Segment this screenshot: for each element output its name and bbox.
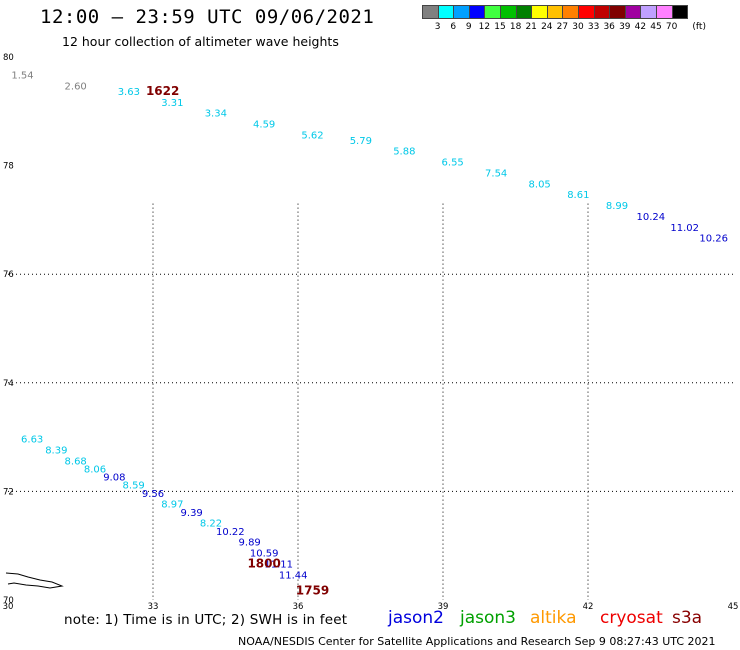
y-tick-label: 76: [3, 270, 14, 280]
legend-swatch: [546, 5, 564, 19]
wave-height-label: 8.22: [200, 519, 222, 530]
x-tick-label: 33: [148, 602, 159, 612]
satellite-label: cryosat: [600, 608, 663, 628]
legend-label: 36: [603, 22, 615, 32]
wave-height-label: 10.26: [699, 234, 728, 245]
satellite-label: s3a: [672, 608, 703, 628]
legend-swatch: [655, 5, 673, 19]
legend-label: 6: [450, 22, 457, 32]
legend-swatch: [624, 5, 642, 19]
legend-swatch: [640, 5, 657, 19]
legend-label: 15: [494, 22, 506, 32]
time-label: 1800: [247, 556, 280, 570]
legend-label: 18: [509, 22, 522, 32]
legend-label: 33: [587, 22, 600, 32]
legend-label: 3: [434, 22, 441, 32]
wave-height-label: 10.59: [250, 549, 279, 560]
page-subtitle: 12 hour collection of altimeter wave hei…: [62, 34, 339, 49]
wave-height-label: 8.68: [65, 456, 87, 467]
legend-swatch: [453, 5, 470, 19]
legend-label: 24: [541, 22, 553, 32]
time-label: 1759: [296, 584, 329, 598]
wave-height-label: 9.08: [103, 473, 125, 484]
legend-swatch: [437, 5, 455, 19]
legend-swatch: [468, 5, 486, 19]
legend-swatch: [422, 5, 439, 19]
legend-label: 9: [465, 22, 472, 32]
wave-height-label: 3.31: [161, 98, 183, 109]
note-text: note: 1) Time is in UTC; 2) SWH is in fe…: [64, 612, 348, 628]
wave-height-label: 8.97: [161, 500, 183, 511]
coastline: [5, 572, 64, 589]
legend-label: 27: [556, 22, 569, 32]
y-tick-label: 74: [3, 379, 14, 389]
wave-height-label: 7.54: [485, 168, 507, 179]
legend-label: 45: [650, 22, 662, 32]
color-legend-labels: 3 6 9 12 15 18 21 24 27 30 33 36 39 42 45 70 (ft): [422, 22, 740, 34]
legend-label: 42: [634, 22, 647, 32]
satellite-label: altika: [530, 608, 577, 628]
wave-height-label: 3.63: [118, 87, 140, 98]
legend-swatch: [562, 5, 579, 19]
wave-height-label: 8.99: [606, 201, 628, 212]
wave-height-label: 8.39: [45, 445, 67, 456]
legend-label: 70: [665, 22, 678, 32]
y-tick-label: 80: [3, 53, 14, 63]
wave-height-label: 9.56: [142, 489, 164, 500]
wave-height-label: 9.39: [181, 508, 203, 519]
legend-unit: (ft): [692, 22, 706, 32]
legend-swatch: [609, 5, 626, 19]
x-tick-label: 39: [438, 602, 449, 612]
wave-height-label: 5.88: [393, 147, 415, 158]
wave-height-label: 3.34: [205, 109, 227, 120]
wave-height-label: 4.59: [253, 120, 275, 131]
wave-height-label: 5.62: [301, 130, 323, 141]
legend-swatch: [499, 5, 517, 19]
wave-height-label: 9.89: [239, 538, 261, 549]
x-tick-label: 45: [728, 602, 739, 612]
wave-height-label: 8.06: [84, 464, 106, 475]
satellite-label: jason2: [388, 608, 444, 628]
legend-label: 30: [572, 22, 584, 32]
x-tick-label: 30: [3, 602, 14, 612]
x-tick-label: 36: [293, 602, 304, 612]
y-tick-label: 72: [3, 487, 14, 497]
wave-height-label: 11.44: [279, 570, 308, 581]
wave-height-label: 6.63: [21, 435, 43, 446]
wave-height-label: 8.05: [529, 179, 551, 190]
wave-height-label: 11.02: [670, 223, 699, 234]
satellite-label: jason3: [460, 608, 516, 628]
legend-swatch: [484, 5, 501, 19]
wave-height-label: 1.54: [11, 71, 33, 82]
wave-height-label: 8.61: [567, 190, 589, 201]
legend-swatch: [593, 5, 611, 19]
wave-height-label: 10.24: [637, 212, 666, 223]
wave-height-label: 2.60: [65, 82, 87, 93]
x-tick-label: 42: [583, 602, 594, 612]
footer-credit: NOAA/NESDIS Center for Satellite Applica…: [238, 635, 716, 648]
time-label: 1622: [146, 84, 179, 98]
color-legend: [422, 5, 689, 19]
legend-label: 12: [478, 22, 491, 32]
legend-swatch: [531, 5, 548, 19]
wave-height-label: 10.22: [216, 527, 245, 538]
y-tick-label: 70: [3, 596, 14, 606]
wave-height-label: 11.11: [264, 559, 293, 570]
y-tick-label: 78: [3, 162, 14, 172]
wave-height-label: 8.59: [123, 481, 145, 492]
wave-height-label: 6.55: [442, 158, 464, 169]
wave-height-label: 5.79: [350, 136, 372, 147]
legend-swatch: [515, 5, 533, 19]
page-title: 12:00 – 23:59 UTC 09/06/2021: [40, 6, 375, 28]
legend-swatch: [577, 5, 595, 19]
legend-label: 39: [619, 22, 631, 32]
legend-swatch: [671, 5, 689, 19]
legend-label: 21: [525, 22, 537, 32]
